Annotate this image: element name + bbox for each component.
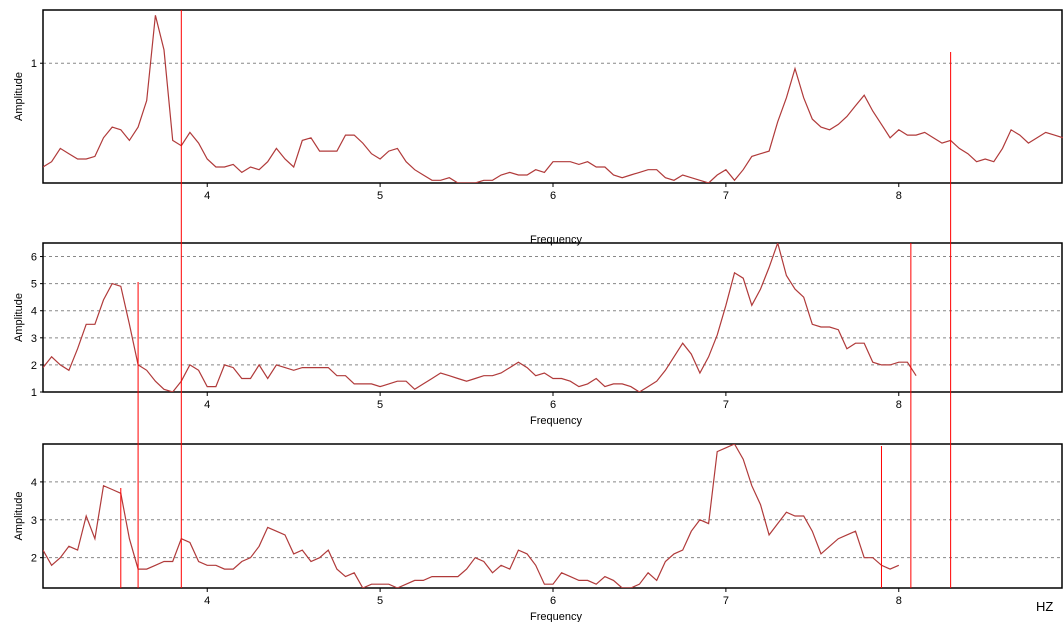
x-tick-label: 7: [723, 595, 729, 607]
x-tick-label: 8: [896, 190, 902, 202]
chart-panel-3: 2 3 4 4 5 6 7 8 Frequency Amplitude: [13, 443, 1063, 622]
x-tick-label: 8: [896, 399, 902, 411]
y-tick-label: 4: [31, 306, 37, 318]
x-axis-label: Frequency: [530, 611, 582, 622]
x-tick-label: 6: [550, 399, 556, 411]
x-tick-label: 6: [550, 190, 556, 202]
series-line-1: [43, 15, 1063, 183]
x-tick-label: 6: [550, 595, 556, 607]
series-line-1: [43, 444, 900, 588]
x-tick-label: 7: [723, 190, 729, 202]
y-tick-label: 4: [31, 477, 37, 489]
x-tick-label: 4: [204, 399, 210, 411]
y-tick-label: 6: [31, 252, 37, 264]
y-tick-label: 2: [31, 360, 37, 372]
x-tick-label: 5: [377, 399, 383, 411]
y-axis-label: Amplitude: [13, 492, 25, 541]
plot-frame: [42, 443, 1063, 589]
x-tick-label: 7: [723, 399, 729, 411]
x-axis-label: Frequency: [530, 234, 582, 246]
plot-frame: [42, 242, 1063, 393]
x-tick-label: 5: [377, 595, 383, 607]
chart-panel-1: 1 4 5 6 7 8 Frequency Amplitude: [13, 9, 1063, 246]
y-axis-label: Amplitude: [13, 293, 25, 342]
x-axis-label: Frequency: [530, 415, 582, 427]
peak-marker-lines: [120, 10, 952, 588]
x-tick-label: 4: [204, 190, 210, 202]
x-tick-label: 4: [204, 595, 210, 607]
hz-unit-label: HZ: [1036, 599, 1053, 614]
y-tick-label: 1: [31, 58, 37, 70]
x-tick-label: 5: [377, 190, 383, 202]
y-tick-label: 3: [31, 515, 37, 527]
y-axis-label: Amplitude: [13, 72, 25, 121]
y-tick-label: 3: [31, 333, 37, 345]
chart-panels: 1 4 5 6 7 8 Frequency Amplitude 1 2 3 4 5 6 4 5 6 7 8 Frequ…: [13, 9, 1063, 622]
x-tick-label: 8: [896, 595, 902, 607]
y-tick-label: 1: [31, 387, 37, 399]
y-tick-label: 2: [31, 553, 37, 565]
series-line-1: [43, 243, 917, 392]
y-tick-label: 5: [31, 279, 37, 291]
chart-panel-2: 1 2 3 4 5 6 4 5 6 7 8 Frequency Amplitude: [13, 242, 1063, 427]
plot-frame: [42, 9, 1063, 184]
